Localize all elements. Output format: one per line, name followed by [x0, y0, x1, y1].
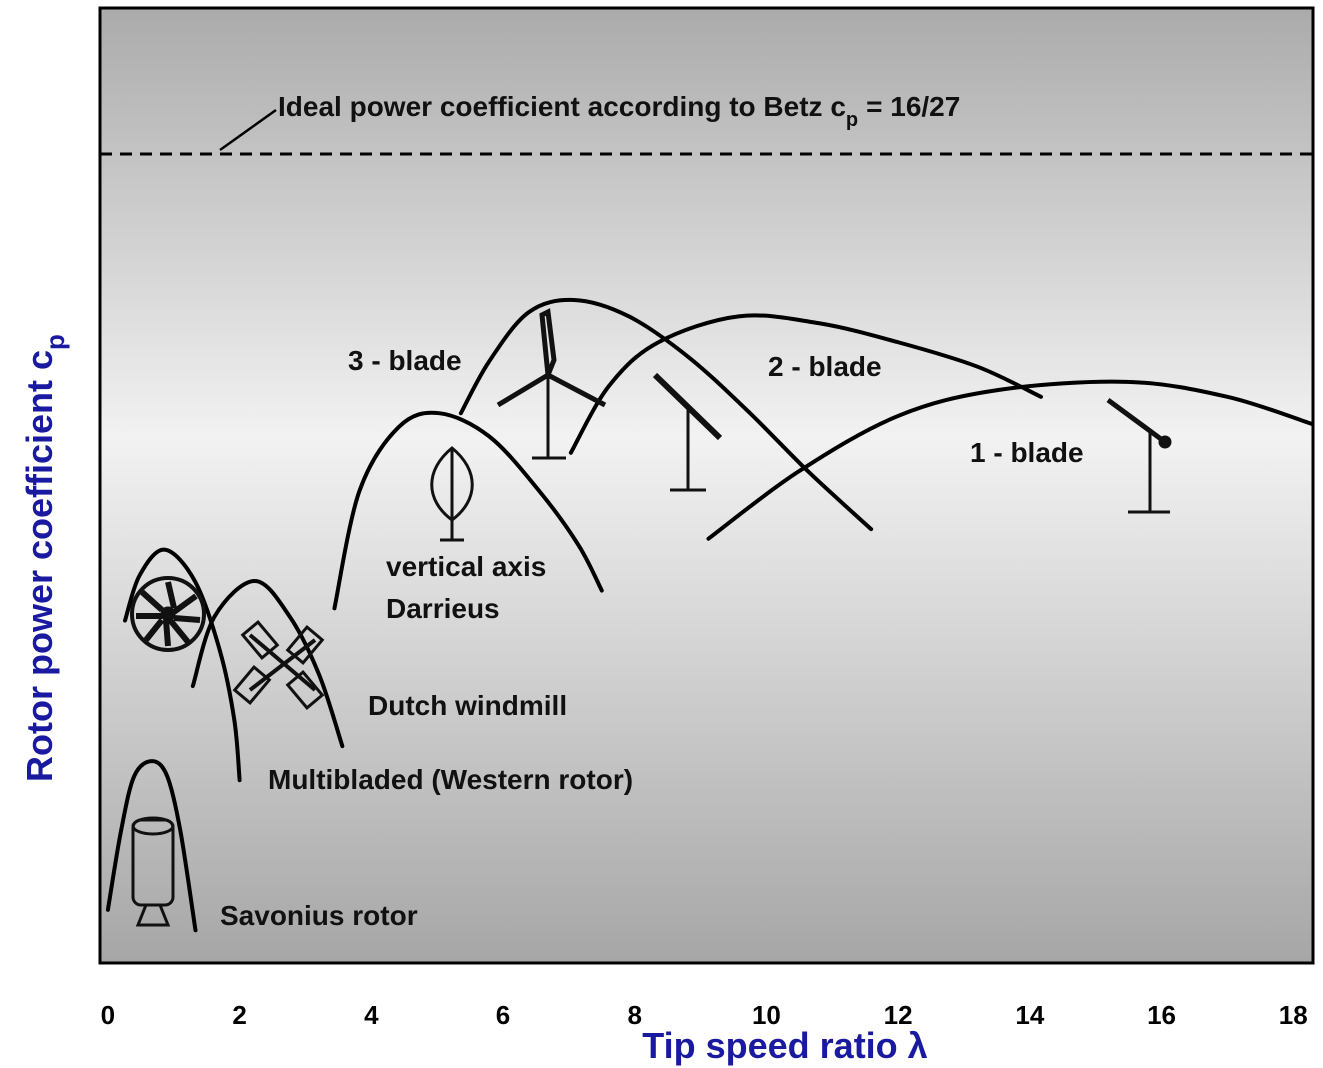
x-tick-label: 18 — [1279, 1000, 1308, 1030]
x-tick-label: 4 — [364, 1000, 379, 1030]
y-label-sub: p — [40, 334, 70, 350]
y-label-text: Rotor power coefficient c — [19, 350, 60, 782]
series-label: Dutch windmill — [368, 685, 888, 727]
page: body { margin: 0; width: 1323px; height:… — [0, 0, 1323, 1068]
x-tick-label: 14 — [1015, 1000, 1044, 1030]
x-tick-label: 6 — [496, 1000, 510, 1030]
series-label: vertical axis Darrieus — [386, 546, 596, 630]
x-tick-label: 16 — [1147, 1000, 1176, 1030]
series-label: 1 - blade — [970, 432, 1180, 474]
betz-tail: = 16/27 — [866, 91, 960, 122]
x-tick-label: 12 — [884, 1000, 913, 1030]
plot-area — [100, 8, 1313, 963]
series-label: Multibladed (Western rotor) — [268, 759, 788, 801]
series-label: Savonius rotor — [220, 895, 430, 937]
y-axis-label: Rotor power coefficient cp — [19, 334, 70, 782]
series-label: 2 - blade — [768, 346, 978, 388]
x-tick-label: 2 — [232, 1000, 246, 1030]
chart: Ideal power coefficient according to Bet… — [0, 0, 1323, 1068]
series-label: 3 - blade — [348, 340, 558, 382]
betz-sub: p — [846, 109, 858, 131]
x-tick-label: 10 — [752, 1000, 781, 1030]
betz-text: Ideal power coefficient according to Bet… — [278, 91, 846, 122]
x-tick-label: 0 — [101, 1000, 115, 1030]
page-body: {"chart_data": {"type": "line", "x_label… — [0, 0, 1323, 1068]
x-axis-label: Tip speed ratio λ — [642, 1025, 927, 1066]
x-tick-label: 8 — [627, 1000, 641, 1030]
